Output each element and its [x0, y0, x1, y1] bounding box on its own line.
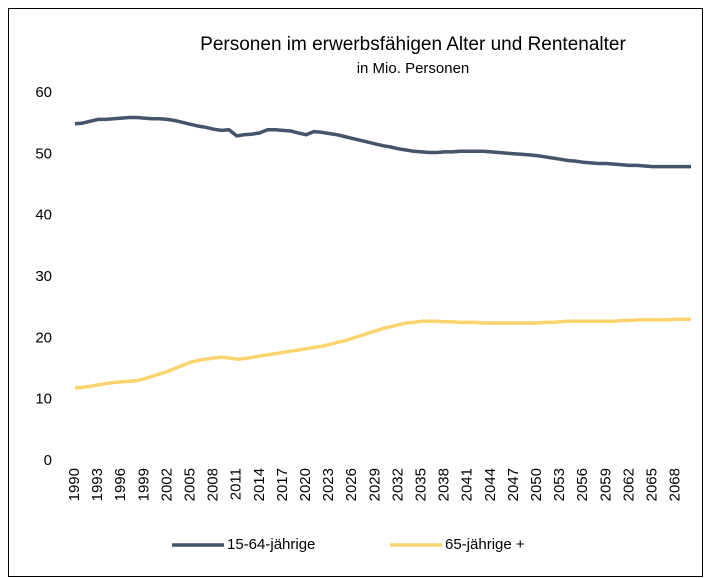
y-tick-label: 10: [35, 391, 52, 408]
y-tick-label: 30: [35, 268, 52, 285]
x-tick-label: 2059: [597, 468, 614, 501]
x-tick-label: 1993: [89, 468, 106, 501]
x-tick-label: 2011: [228, 468, 245, 500]
x-tick-label: 1999: [135, 468, 152, 501]
x-tick-label: 1990: [66, 468, 83, 501]
chart-border: [8, 8, 703, 577]
x-tick-label: 2047: [505, 468, 522, 501]
x-tick-label: 2068: [667, 468, 684, 501]
x-tick-label: 1996: [112, 468, 129, 501]
x-tick-label: 2035: [412, 468, 429, 501]
x-tick-label: 2062: [620, 468, 637, 501]
x-tick-label: 2065: [643, 468, 660, 501]
y-tick-label: 40: [35, 207, 52, 224]
series-line: [74, 115, 691, 169]
x-tick-label: 2044: [482, 468, 499, 501]
x-tick-label: 2002: [158, 468, 175, 501]
y-tick-label: 20: [35, 329, 52, 346]
legend-label: 65-jährige +: [445, 536, 525, 553]
x-tick-label: 2056: [574, 468, 591, 501]
x-tick-label: 2017: [274, 468, 291, 501]
x-tick-label: 2023: [320, 468, 337, 501]
x-tick-label: 2029: [366, 468, 383, 501]
y-tick-label: 50: [35, 145, 52, 162]
x-tick-label: 2041: [459, 468, 476, 501]
x-tick-label: 2053: [551, 468, 568, 501]
y-tick-label: 0: [44, 452, 52, 469]
chart-title: Personen im erwerbsfähigen Alter und Ren…: [200, 34, 626, 55]
x-tick-label: 2050: [528, 468, 545, 501]
x-tick-label: 2005: [181, 468, 198, 501]
x-tick-label: 2026: [343, 468, 360, 501]
series-line: [74, 317, 691, 390]
x-tick-label: 2038: [436, 468, 453, 501]
x-tick-label: 2014: [251, 468, 268, 501]
legend-label: 15-64-jährige: [227, 536, 315, 553]
y-tick-label: 60: [35, 84, 52, 101]
chart-subtitle: in Mio. Personen: [357, 60, 470, 77]
x-tick-label: 2032: [389, 468, 406, 501]
x-tick-label: 2008: [205, 468, 222, 501]
x-tick-label: 2020: [297, 468, 314, 501]
